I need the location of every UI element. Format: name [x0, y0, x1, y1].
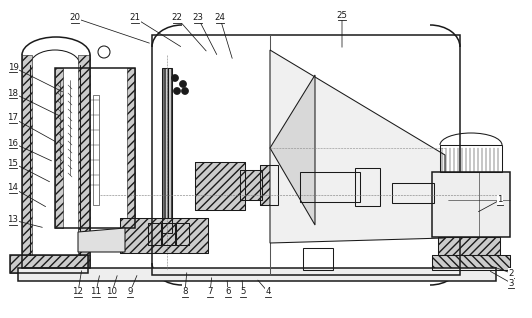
Text: 24: 24 — [214, 13, 226, 23]
Bar — [303, 248, 333, 270]
Bar — [55, 68, 135, 228]
Text: 25: 25 — [337, 10, 347, 19]
Bar — [176, 223, 189, 245]
Bar — [195, 162, 245, 210]
Text: 6: 6 — [225, 287, 231, 296]
Bar — [22, 55, 32, 265]
Bar — [127, 68, 135, 228]
Bar — [22, 255, 90, 268]
Bar — [392, 183, 434, 203]
Text: 2: 2 — [508, 268, 514, 278]
Text: 5: 5 — [240, 287, 246, 296]
Bar — [432, 255, 510, 270]
Bar — [176, 223, 189, 245]
Bar — [300, 172, 360, 202]
Text: 4: 4 — [265, 287, 271, 296]
Text: 11: 11 — [90, 287, 102, 296]
Bar — [18, 268, 496, 281]
Circle shape — [179, 80, 187, 87]
Text: 15: 15 — [7, 158, 19, 168]
Bar — [438, 237, 500, 255]
Circle shape — [181, 87, 188, 94]
Text: 12: 12 — [72, 287, 84, 296]
Text: 3: 3 — [508, 279, 514, 287]
Bar — [120, 218, 208, 253]
Bar — [440, 145, 502, 172]
Text: 16: 16 — [7, 139, 19, 148]
Bar — [148, 223, 161, 245]
Text: 18: 18 — [7, 88, 19, 98]
Bar — [240, 170, 262, 200]
Text: 9: 9 — [127, 287, 132, 296]
Text: 19: 19 — [7, 63, 19, 72]
Bar — [162, 223, 175, 245]
Bar — [392, 183, 434, 203]
Text: 17: 17 — [7, 114, 19, 122]
Text: 14: 14 — [7, 183, 19, 192]
Bar — [152, 35, 460, 275]
Bar — [438, 237, 500, 255]
Bar — [120, 218, 208, 253]
Text: 20: 20 — [70, 13, 80, 23]
Bar — [93, 95, 99, 205]
Bar — [162, 68, 172, 233]
Circle shape — [171, 74, 179, 81]
Text: 1: 1 — [497, 196, 503, 204]
Bar — [78, 55, 90, 265]
Bar — [240, 170, 262, 200]
Bar — [260, 165, 278, 205]
Polygon shape — [270, 50, 445, 243]
Bar — [355, 168, 380, 206]
Bar — [162, 223, 175, 245]
Bar — [260, 165, 278, 205]
Bar — [163, 68, 171, 233]
Circle shape — [173, 87, 180, 94]
Text: 10: 10 — [106, 287, 118, 296]
Text: 22: 22 — [171, 13, 182, 23]
Bar — [432, 172, 510, 237]
Polygon shape — [78, 228, 125, 252]
Text: 7: 7 — [207, 287, 213, 296]
Bar — [55, 68, 63, 228]
Bar — [10, 255, 88, 273]
Text: 13: 13 — [7, 216, 19, 225]
Bar — [355, 168, 380, 206]
Bar — [10, 255, 88, 273]
Text: 21: 21 — [129, 13, 140, 23]
Text: 8: 8 — [182, 287, 188, 296]
Bar — [195, 162, 245, 210]
Text: 23: 23 — [193, 13, 204, 23]
Bar — [432, 255, 510, 270]
Bar — [300, 172, 360, 202]
Polygon shape — [270, 75, 315, 225]
Bar — [148, 223, 161, 245]
